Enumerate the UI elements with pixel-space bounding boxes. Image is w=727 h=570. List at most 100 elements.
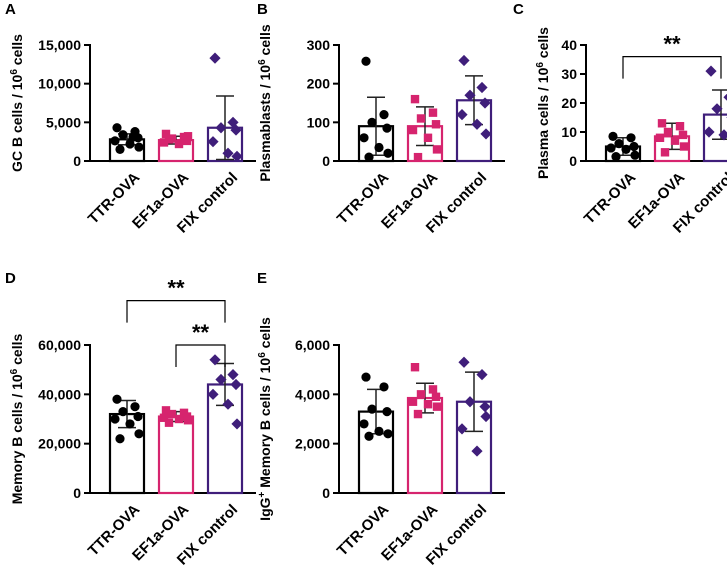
- y-tick-label: 40: [561, 37, 577, 53]
- y-tick-label: 30: [561, 66, 577, 82]
- data-point: [432, 402, 442, 411]
- data-point: [361, 372, 371, 382]
- data-point: [128, 132, 138, 142]
- y-axis-label: Memory B cells / 106 cells: [9, 334, 26, 505]
- y-tick-label: 0: [569, 153, 577, 169]
- data-point: [364, 431, 374, 441]
- significance-bracket: [126, 300, 226, 323]
- y-tick-label: 5,000: [46, 114, 81, 130]
- y-tick-label: 0: [73, 153, 81, 169]
- data-point: [182, 136, 192, 146]
- data-point: [431, 120, 441, 129]
- data-point: [383, 148, 393, 158]
- data-point: [112, 123, 122, 133]
- data-point: [361, 56, 371, 66]
- y-tick-label: 10,000: [38, 76, 81, 92]
- data-point: [456, 423, 468, 435]
- data-point: [164, 418, 174, 427]
- data-point: [471, 118, 483, 130]
- data-point: [209, 354, 221, 366]
- data-point: [161, 406, 171, 415]
- significance-bracket: [175, 344, 226, 367]
- data-point: [167, 409, 177, 419]
- data-point: [382, 123, 392, 133]
- data-point: [222, 147, 234, 159]
- data-point: [367, 404, 377, 414]
- data-point: [705, 65, 717, 77]
- data-point: [174, 414, 184, 424]
- data-point: [626, 133, 636, 143]
- y-tick-label: 0: [322, 485, 330, 501]
- data-point: [663, 127, 673, 137]
- data-point: [410, 94, 420, 104]
- significance-label: **: [663, 32, 681, 57]
- y-tick-label: 10: [561, 124, 577, 140]
- y-axis-label-part: cells: [9, 34, 25, 69]
- y-tick-label: 40,000: [38, 386, 81, 402]
- data-point: [215, 373, 227, 386]
- data-point: [670, 136, 680, 145]
- data-point: [476, 81, 488, 94]
- data-point: [379, 382, 389, 392]
- y-axis-label-superscript: 6: [257, 59, 268, 65]
- data-point: [159, 413, 169, 422]
- data-point: [476, 369, 488, 381]
- y-axis-label: GC B cells / 106 cells: [9, 34, 26, 172]
- y-tick-label: 6,000: [295, 337, 330, 353]
- panel-letter: D: [5, 270, 16, 287]
- data-point: [215, 122, 227, 134]
- y-axis-label-superscript: 6: [257, 352, 268, 358]
- y-axis-label-part: cells: [257, 317, 273, 352]
- significance-label: **: [192, 320, 210, 345]
- y-axis-label: IgG+ Memory B cells / 106 cells: [257, 317, 274, 521]
- data-point: [134, 429, 144, 439]
- data-point: [464, 89, 476, 101]
- data-point: [374, 426, 384, 436]
- y-axis-label-part: Memory B cells / 10: [257, 358, 273, 492]
- data-point: [115, 144, 125, 154]
- significance-bracket: [622, 55, 722, 79]
- panel-letter: B: [257, 1, 268, 18]
- data-point: [382, 407, 392, 417]
- data-point: [125, 139, 135, 149]
- data-point: [629, 141, 639, 152]
- data-point: [413, 152, 423, 162]
- data-point: [675, 122, 685, 131]
- panel-A: A 0 5,000 10,000 15,000 GC B cells / 106 cell…: [5, 1, 256, 237]
- data-point: [134, 142, 144, 152]
- data-point: [456, 109, 468, 121]
- y-axis-label: Plasma cells / 106 cells: [535, 27, 552, 179]
- data-point: [222, 398, 234, 410]
- data-point: [723, 93, 727, 101]
- data-point: [630, 150, 640, 160]
- data-point: [416, 114, 426, 123]
- y-tick-label: 60,000: [38, 337, 81, 353]
- bar-FIX control: [206, 383, 244, 495]
- panel-E: E 0 2,000 4,000 6,000 IgG+ Memory B cells / 1…: [257, 270, 505, 569]
- data-point: [115, 434, 125, 444]
- data-point: [718, 129, 727, 141]
- data-point: [209, 52, 221, 64]
- y-tick-label: 20,000: [38, 436, 81, 452]
- data-point: [458, 356, 470, 368]
- data-point: [164, 135, 174, 144]
- data-point: [464, 396, 476, 408]
- data-point: [621, 144, 631, 154]
- data-point: [480, 410, 492, 423]
- y-axis-label: Plasmablasts / 106 cells: [257, 24, 274, 182]
- data-point: [711, 103, 723, 115]
- data-point: [428, 385, 438, 394]
- bar-EF1a-OVA: [157, 415, 195, 495]
- y-axis-label-part: cells: [9, 334, 25, 369]
- data-point: [408, 125, 418, 135]
- data-point: [413, 409, 423, 419]
- data-point: [231, 150, 243, 162]
- y-tick-label: 20: [561, 95, 577, 111]
- data-point: [359, 133, 369, 143]
- panel-letter: A: [5, 1, 16, 18]
- data-point: [118, 407, 128, 417]
- panel-D: D 0 20,000 40,000 60,000 Memory B cells / 106…: [5, 270, 256, 569]
- data-point: [608, 131, 618, 141]
